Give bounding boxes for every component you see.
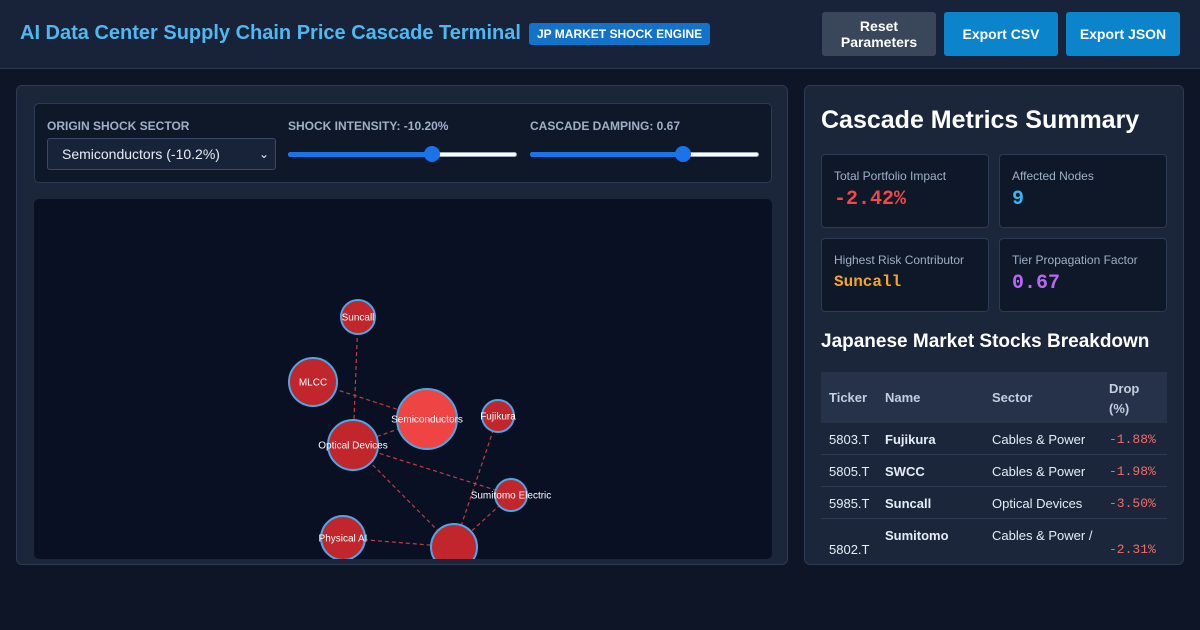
stocks-breakdown-title: Japanese Market Stocks Breakdown bbox=[821, 331, 1150, 352]
graph-node-label: Suncall bbox=[342, 313, 375, 324]
metric-label: Total Portfolio Impact bbox=[834, 169, 947, 183]
reset-parameters-button[interactable]: Reset Parameters bbox=[822, 12, 936, 56]
export-json-button[interactable]: Export JSON bbox=[1066, 12, 1180, 56]
metric-value: 9 bbox=[1012, 188, 1025, 211]
export-csv-button[interactable]: Export CSV bbox=[944, 12, 1058, 56]
graph-node-semiconductors[interactable] bbox=[396, 388, 458, 450]
cell-drop: -1.88% bbox=[1109, 432, 1156, 447]
cascade-network-graph[interactable]: Suncall MLCC Semiconductors Fujikura Optical… bbox=[34, 199, 772, 559]
network-svg: Suncall MLCC Semiconductors Fujikura Optical… bbox=[288, 299, 552, 559]
slider-fill bbox=[530, 152, 684, 157]
metrics-summary-title: Cascade Metrics Summary bbox=[821, 106, 1140, 134]
table-row[interactable]: 5802.T Sumitomo Cables & Power / -2.31% bbox=[821, 519, 1167, 564]
metric-card-portfolio-impact: Total Portfolio Impact -2.42% bbox=[821, 154, 989, 228]
cell-sector: Cables & Power bbox=[992, 432, 1086, 447]
metric-label: Tier Propagation Factor bbox=[1012, 253, 1138, 267]
slider-fill bbox=[288, 152, 433, 157]
cascade-damping-slider[interactable] bbox=[530, 146, 759, 162]
graph-node-mlcc[interactable] bbox=[288, 357, 338, 407]
graph-node-suncall[interactable] bbox=[340, 299, 376, 335]
engine-badge: JP MARKET SHOCK ENGINE bbox=[529, 23, 711, 45]
slider-thumb[interactable] bbox=[424, 146, 441, 162]
metric-label: Affected Nodes bbox=[1012, 169, 1094, 183]
cell-ticker: 5802.T bbox=[829, 542, 870, 557]
column-header-drop[interactable]: Drop (%) bbox=[1109, 381, 1140, 416]
cell-name: SWCC bbox=[885, 464, 925, 479]
cell-sector: Cables & Power / bbox=[992, 528, 1093, 543]
column-header-ticker[interactable]: Ticker bbox=[829, 390, 868, 405]
table-row[interactable]: 5805.T SWCC Cables & Power -1.98% bbox=[821, 455, 1167, 487]
shock-intensity-label: Shock Intensity: -10.20% bbox=[288, 119, 449, 133]
cell-name: Fujikura bbox=[885, 432, 936, 447]
top-bar: AI Data Center Supply Chain Price Cascad… bbox=[0, 0, 1200, 69]
table-row[interactable]: 5985.T Suncall Optical Devices -3.50% bbox=[821, 487, 1167, 519]
graph-node-label: Sumitomo Electric bbox=[471, 491, 552, 502]
cell-ticker: 5803.T bbox=[829, 432, 870, 447]
metric-card-propagation-factor: Tier Propagation Factor 0.67 bbox=[999, 238, 1167, 312]
origin-sector-label: Origin Shock Sector bbox=[47, 119, 190, 133]
metric-value: -2.42% bbox=[834, 188, 907, 211]
cell-drop: -2.31% bbox=[1109, 542, 1156, 557]
page-title: AI Data Center Supply Chain Price Cascad… bbox=[20, 22, 521, 44]
metric-card-highest-risk: Highest Risk Contributor Suncall bbox=[821, 238, 989, 312]
shock-intensity-slider[interactable] bbox=[288, 146, 517, 162]
cell-name: Sumitomo bbox=[885, 528, 949, 543]
graph-node-sumitomo[interactable] bbox=[494, 478, 528, 512]
column-header-sector[interactable]: Sector bbox=[992, 390, 1033, 405]
controls-bar: Origin Shock Sector Semiconductors (-10.… bbox=[34, 103, 772, 183]
graph-node-fujikura[interactable] bbox=[481, 399, 515, 433]
graph-node-label: Physical AI bbox=[319, 534, 368, 545]
cell-drop: -3.50% bbox=[1109, 496, 1156, 511]
metric-card-affected-nodes: Affected Nodes 9 bbox=[999, 154, 1167, 228]
chevron-down-icon: ⌄ bbox=[258, 147, 269, 161]
cascade-damping-label: Cascade Damping: 0.67 bbox=[530, 119, 681, 133]
cell-sector: Cables & Power bbox=[992, 464, 1086, 479]
slider-thumb[interactable] bbox=[675, 146, 692, 162]
cell-ticker: 5985.T bbox=[829, 496, 870, 511]
table-row[interactable]: 5803.T Fujikura Cables & Power -1.88% bbox=[821, 423, 1167, 455]
cell-name: Suncall bbox=[885, 496, 932, 511]
graph-node-physical-ai[interactable] bbox=[320, 515, 366, 559]
table-header: Ticker Name Sector Drop (%) bbox=[821, 372, 1167, 423]
origin-sector-select[interactable]: Semiconductors (-10.2%) ⌄ bbox=[47, 138, 276, 170]
stocks-table: Ticker Name Sector Drop (%) 5803.T Fujik… bbox=[821, 372, 1167, 564]
metric-value: Suncall bbox=[834, 273, 902, 291]
column-header-name[interactable]: Name bbox=[885, 390, 921, 405]
graph-node-label: Semiconductors bbox=[391, 415, 463, 426]
cell-ticker: 5805.T bbox=[829, 464, 870, 479]
simulation-panel: Origin Shock Sector Semiconductors (-10.… bbox=[16, 85, 788, 565]
metrics-panel: Cascade Metrics Summary Total Portfolio … bbox=[804, 85, 1184, 565]
metric-value: 0.67 bbox=[1012, 272, 1061, 295]
metric-label: Highest Risk Contributor bbox=[834, 253, 965, 267]
origin-sector-value: Semiconductors (-10.2%) bbox=[62, 146, 220, 162]
graph-node-label: Optical Devices bbox=[318, 441, 387, 452]
graph-node-label: MLCC bbox=[299, 378, 327, 389]
cell-drop: -1.98% bbox=[1109, 464, 1156, 479]
graph-node-optical[interactable] bbox=[327, 419, 379, 471]
cell-sector: Optical Devices bbox=[992, 496, 1083, 511]
graph-node-hub[interactable] bbox=[430, 523, 478, 559]
graph-node-label: Fujikura bbox=[480, 412, 516, 423]
